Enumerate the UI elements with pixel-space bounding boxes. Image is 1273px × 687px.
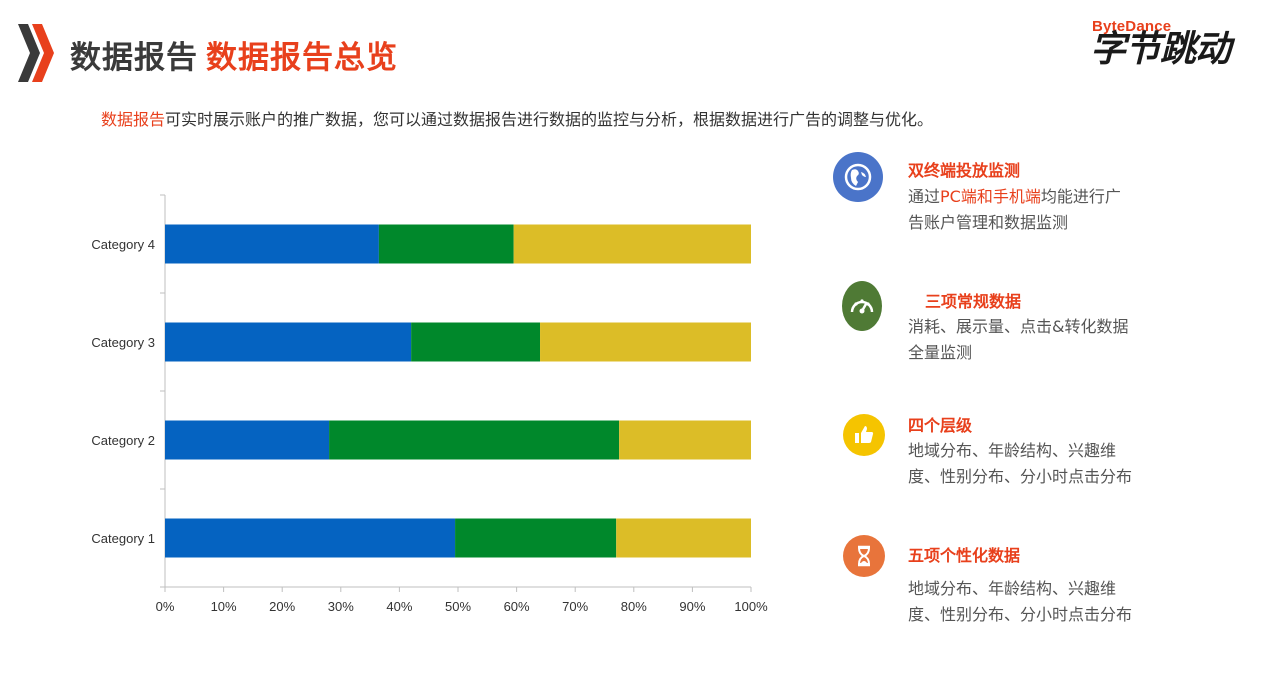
feature-title: 双终端投放监测 [908, 161, 1021, 180]
x-tick-label: 60% [504, 599, 530, 614]
x-tick-label: 40% [386, 599, 412, 614]
bar-segment [540, 322, 751, 362]
category-label: Category 2 [91, 433, 155, 448]
bar-segment [616, 518, 751, 558]
bar-segment [165, 518, 456, 558]
logo-text-en: ByteDance [1092, 18, 1172, 35]
x-tick-label: 30% [328, 599, 354, 614]
intro-body: 可实时展示账户的推广数据，您可以通过数据报告进行数据的监控与分析，根据数据进行广… [165, 110, 934, 129]
feature-title: 四个层级 [908, 416, 973, 435]
x-tick-label: 10% [211, 599, 237, 614]
bar-segment [165, 420, 330, 460]
bar-segment [619, 420, 751, 460]
hourglass-icon [843, 535, 885, 577]
bar-segment [165, 224, 379, 264]
thumbs-up-icon [843, 414, 885, 456]
header-chevron-icon [18, 24, 54, 82]
feature-title: 五项个性化数据 [908, 546, 1021, 565]
category-label: Category 3 [91, 335, 155, 350]
bar-segment [378, 224, 514, 264]
gauge-icon [842, 281, 882, 331]
x-tick-label: 80% [621, 599, 647, 614]
category-label: Category 4 [91, 237, 155, 252]
logo-text-cn: 字节跳动 [1090, 29, 1231, 70]
bar-segment [411, 322, 541, 362]
bar-segment [329, 420, 620, 460]
feature-desc: 地域分布、年龄结构、兴趣维度、性别分布、分小时点击分布 [908, 441, 1133, 486]
intro-text: 数据报告可实时展示账户的推广数据，您可以通过数据报告进行数据的监控与分析，根据数… [101, 106, 933, 130]
feature-desc: 消耗、展示量、点击&转化数据全量监测 [908, 317, 1129, 362]
x-tick-label: 20% [269, 599, 295, 614]
x-tick-label: 0% [156, 599, 175, 614]
bar-segment [455, 518, 617, 558]
x-tick-label: 90% [679, 599, 705, 614]
title-sub: 数据报告总览 [206, 40, 398, 76]
globe-icon [833, 152, 883, 202]
feature-title: 三项常规数据 [925, 292, 1022, 311]
x-tick-label: 100% [734, 599, 768, 614]
x-tick-label: 50% [445, 599, 471, 614]
bar-segment [513, 224, 751, 264]
page-title: 数据报告 数据报告总览 [70, 32, 398, 77]
title-main: 数据报告 [70, 40, 198, 76]
bytedance-logo: ByteDance 字节跳动 [1090, 18, 1255, 70]
intro-highlight: 数据报告 [101, 110, 166, 129]
feature-desc: 通过PC端和手机端均能进行广告账户管理和数据监测 [908, 187, 1121, 232]
x-tick-label: 70% [562, 599, 588, 614]
category-label: Category 1 [91, 531, 155, 546]
stacked-bar-chart: Category 1 Category 2 Category 3 Category 4… [91, 194, 768, 614]
bar-segment [165, 322, 412, 362]
feature-desc: 地域分布、年龄结构、兴趣维度、性别分布、分小时点击分布 [908, 579, 1133, 624]
